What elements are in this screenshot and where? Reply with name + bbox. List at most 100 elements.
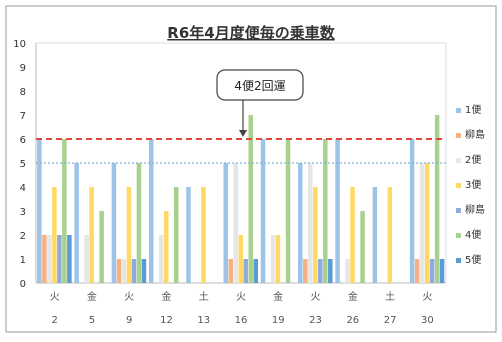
x-weekday-label: 火 bbox=[50, 291, 60, 303]
x-weekday-label: 金 bbox=[161, 290, 171, 303]
y-tick-label: 2 bbox=[20, 231, 26, 242]
bar bbox=[57, 235, 62, 283]
bar bbox=[387, 187, 393, 283]
bar bbox=[62, 139, 67, 283]
x-weekday-label: 金 bbox=[273, 290, 283, 303]
x-tick-label: 9 bbox=[126, 315, 132, 326]
bar bbox=[253, 259, 258, 283]
y-tick-label: 8 bbox=[20, 87, 26, 98]
legend-label: 4便 bbox=[465, 228, 481, 241]
bar bbox=[89, 187, 94, 283]
bar bbox=[67, 235, 72, 283]
bar bbox=[434, 115, 440, 283]
bar bbox=[260, 139, 266, 283]
x-tick-label: 5 bbox=[89, 315, 95, 326]
x-tick-label: 23 bbox=[309, 315, 322, 326]
bar bbox=[429, 259, 435, 283]
bar bbox=[243, 259, 248, 283]
x-tick-label: 19 bbox=[272, 315, 285, 326]
bar bbox=[303, 259, 308, 283]
y-tick-label: 1 bbox=[20, 255, 26, 266]
bar bbox=[158, 235, 164, 283]
legend-swatch bbox=[456, 133, 461, 138]
legend-swatch bbox=[456, 258, 461, 263]
y-tick-label: 7 bbox=[20, 111, 26, 122]
y-tick-label: 3 bbox=[20, 207, 26, 218]
y-tick-label: 6 bbox=[20, 135, 26, 146]
legend-swatch bbox=[456, 183, 461, 188]
bar bbox=[419, 163, 425, 283]
bar bbox=[298, 163, 303, 283]
annotation-text: 4便2回運 bbox=[234, 79, 285, 93]
bar bbox=[308, 163, 313, 283]
x-tick-label: 30 bbox=[421, 315, 434, 326]
x-weekday-label: 金 bbox=[348, 290, 358, 303]
bar bbox=[116, 259, 122, 283]
y-tick-label: 10 bbox=[13, 39, 26, 50]
x-tick-label: 16 bbox=[235, 315, 248, 326]
x-weekday-label: 土 bbox=[385, 290, 395, 303]
y-tick-label: 0 bbox=[20, 279, 26, 290]
annotation-box bbox=[216, 69, 304, 101]
bar bbox=[345, 259, 350, 283]
x-weekday-label: 火 bbox=[311, 291, 321, 303]
bar bbox=[318, 259, 323, 283]
bar bbox=[313, 187, 318, 283]
bar bbox=[223, 163, 228, 283]
bar bbox=[270, 235, 276, 283]
bar bbox=[285, 139, 291, 283]
legend-swatch bbox=[456, 158, 461, 163]
bar bbox=[323, 139, 328, 283]
bar bbox=[248, 115, 253, 283]
bar bbox=[233, 163, 238, 283]
bar bbox=[99, 211, 104, 283]
bar bbox=[141, 259, 147, 283]
bar bbox=[414, 259, 420, 283]
bar bbox=[84, 235, 89, 283]
bar bbox=[111, 163, 117, 283]
legend-label: 柳島 bbox=[465, 203, 485, 216]
legend-swatch bbox=[456, 208, 461, 213]
bar bbox=[335, 139, 340, 283]
legend-swatch bbox=[456, 233, 461, 238]
x-weekday-label: 金 bbox=[87, 290, 97, 303]
bar bbox=[74, 163, 79, 283]
bar bbox=[201, 187, 206, 283]
legend-label: 2便 bbox=[465, 153, 481, 166]
x-tick-label: 2 bbox=[51, 315, 57, 326]
bar bbox=[136, 163, 142, 283]
bar bbox=[228, 259, 233, 283]
bar bbox=[121, 259, 127, 283]
y-tick-label: 4 bbox=[20, 183, 26, 194]
x-tick-label: 26 bbox=[346, 315, 359, 326]
y-tick-label: 9 bbox=[20, 63, 26, 74]
legend-label: 柳島 bbox=[465, 128, 485, 141]
bar bbox=[186, 187, 191, 283]
x-weekday-label: 土 bbox=[199, 290, 209, 303]
bar bbox=[163, 211, 169, 283]
bar bbox=[360, 211, 365, 283]
legend-label: 3便 bbox=[465, 178, 481, 191]
x-tick-label: 13 bbox=[197, 315, 210, 326]
y-tick-label: 5 bbox=[20, 159, 26, 170]
bar bbox=[173, 187, 179, 283]
bar bbox=[424, 163, 430, 283]
chart-title: R6年4月度便毎の乗車数 bbox=[167, 24, 335, 42]
bar bbox=[409, 139, 415, 283]
bar bbox=[328, 259, 333, 283]
bar bbox=[148, 139, 154, 283]
x-weekday-label: 火 bbox=[124, 291, 134, 303]
x-weekday-label: 火 bbox=[236, 291, 246, 303]
bar bbox=[47, 235, 52, 283]
bar bbox=[131, 259, 137, 283]
bar bbox=[439, 259, 445, 283]
bar bbox=[350, 187, 355, 283]
bar bbox=[52, 187, 57, 283]
x-tick-label: 12 bbox=[160, 315, 173, 326]
legend-label: 5便 bbox=[465, 253, 481, 266]
bar bbox=[275, 235, 281, 283]
bar bbox=[238, 235, 243, 283]
bar bbox=[42, 235, 47, 283]
bar bbox=[372, 187, 378, 283]
